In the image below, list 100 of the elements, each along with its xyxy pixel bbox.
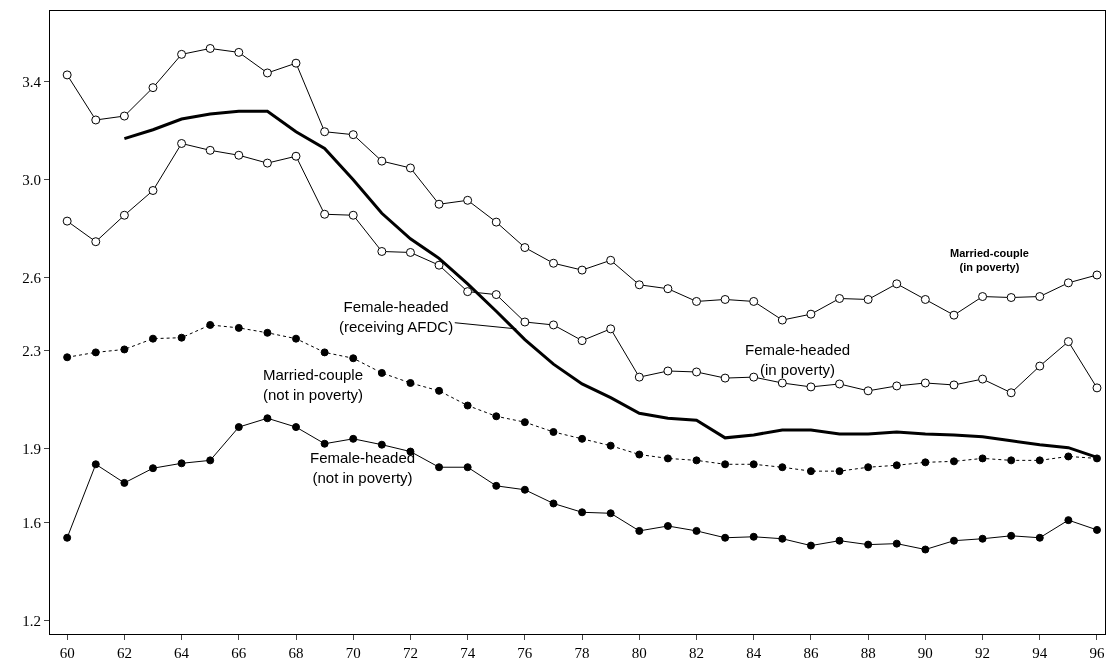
point bbox=[62, 70, 72, 80]
point bbox=[206, 456, 215, 465]
point bbox=[148, 186, 158, 195]
point bbox=[692, 367, 701, 377]
point bbox=[63, 533, 72, 542]
x-tick-label: 92 bbox=[975, 645, 991, 661]
x-tick-label: 66 bbox=[231, 645, 247, 661]
x-tick-label: 94 bbox=[1032, 645, 1048, 661]
point bbox=[234, 323, 243, 332]
point bbox=[635, 526, 644, 535]
point bbox=[377, 246, 387, 256]
point bbox=[1092, 454, 1101, 463]
point bbox=[892, 539, 901, 548]
x-tick-label: 68 bbox=[288, 645, 304, 661]
point bbox=[663, 522, 672, 530]
point bbox=[349, 354, 358, 363]
point bbox=[549, 499, 558, 508]
point bbox=[778, 463, 787, 472]
point bbox=[434, 260, 444, 270]
point bbox=[520, 418, 529, 427]
point bbox=[806, 382, 816, 392]
y-tick-label: 2.6 bbox=[22, 269, 42, 286]
point bbox=[320, 439, 329, 448]
point bbox=[749, 372, 759, 382]
point bbox=[835, 467, 844, 476]
point bbox=[892, 279, 902, 289]
point bbox=[920, 378, 930, 388]
point bbox=[292, 423, 301, 432]
point bbox=[663, 454, 672, 463]
point bbox=[405, 163, 415, 173]
point bbox=[234, 150, 244, 160]
point bbox=[1092, 270, 1102, 280]
point bbox=[320, 348, 329, 357]
x-tick-label: 70 bbox=[345, 645, 361, 661]
point bbox=[749, 532, 758, 541]
point bbox=[177, 138, 187, 148]
y-tick-label: 3.4 bbox=[22, 73, 42, 90]
point bbox=[520, 317, 530, 327]
point bbox=[1092, 383, 1102, 393]
point bbox=[548, 320, 558, 330]
point bbox=[320, 209, 330, 219]
point bbox=[777, 315, 787, 325]
point bbox=[949, 310, 959, 320]
x-tick-label: 60 bbox=[59, 645, 75, 661]
point bbox=[606, 509, 615, 518]
point bbox=[577, 336, 587, 346]
point bbox=[206, 320, 215, 329]
point bbox=[692, 456, 701, 465]
point bbox=[1007, 531, 1016, 540]
point bbox=[406, 378, 415, 387]
y-tick-label: 3.0 bbox=[22, 171, 41, 188]
point bbox=[435, 386, 444, 395]
point bbox=[234, 47, 244, 57]
point bbox=[1035, 533, 1044, 542]
y-tick-label: 1.6 bbox=[22, 514, 42, 531]
point bbox=[405, 247, 415, 257]
point bbox=[1035, 361, 1045, 371]
point bbox=[949, 380, 959, 390]
point bbox=[177, 49, 187, 59]
x-tick-label: 78 bbox=[574, 645, 590, 661]
point bbox=[949, 536, 958, 545]
point bbox=[892, 381, 902, 391]
point bbox=[463, 287, 473, 297]
point bbox=[1063, 337, 1073, 347]
point bbox=[1007, 456, 1016, 465]
point bbox=[978, 454, 987, 463]
point bbox=[749, 460, 758, 469]
point bbox=[1035, 292, 1045, 302]
point bbox=[491, 290, 501, 300]
point bbox=[463, 401, 472, 410]
point bbox=[377, 368, 386, 377]
x-tick-label: 88 bbox=[860, 645, 876, 661]
point bbox=[1063, 278, 1073, 288]
point bbox=[978, 374, 988, 384]
x-tick-label: 82 bbox=[689, 645, 704, 661]
point bbox=[205, 43, 215, 53]
point bbox=[177, 459, 186, 468]
point bbox=[148, 334, 157, 343]
point bbox=[835, 536, 844, 545]
point bbox=[777, 378, 787, 388]
point bbox=[606, 441, 615, 450]
point bbox=[349, 434, 358, 443]
point bbox=[835, 379, 845, 389]
point bbox=[234, 423, 243, 432]
x-tick-label: 96 bbox=[1089, 645, 1105, 661]
point bbox=[492, 481, 501, 490]
point bbox=[635, 450, 644, 459]
point bbox=[377, 156, 387, 166]
point bbox=[520, 485, 529, 494]
point bbox=[205, 145, 215, 155]
point bbox=[434, 199, 444, 209]
annotation: Female-headed (not in poverty) bbox=[310, 449, 416, 486]
point bbox=[634, 372, 644, 382]
point bbox=[692, 526, 701, 535]
point bbox=[864, 463, 873, 472]
point bbox=[721, 533, 730, 542]
point bbox=[1035, 456, 1044, 465]
point bbox=[720, 373, 730, 383]
point bbox=[892, 461, 901, 470]
x-tick-label: 64 bbox=[174, 645, 190, 661]
